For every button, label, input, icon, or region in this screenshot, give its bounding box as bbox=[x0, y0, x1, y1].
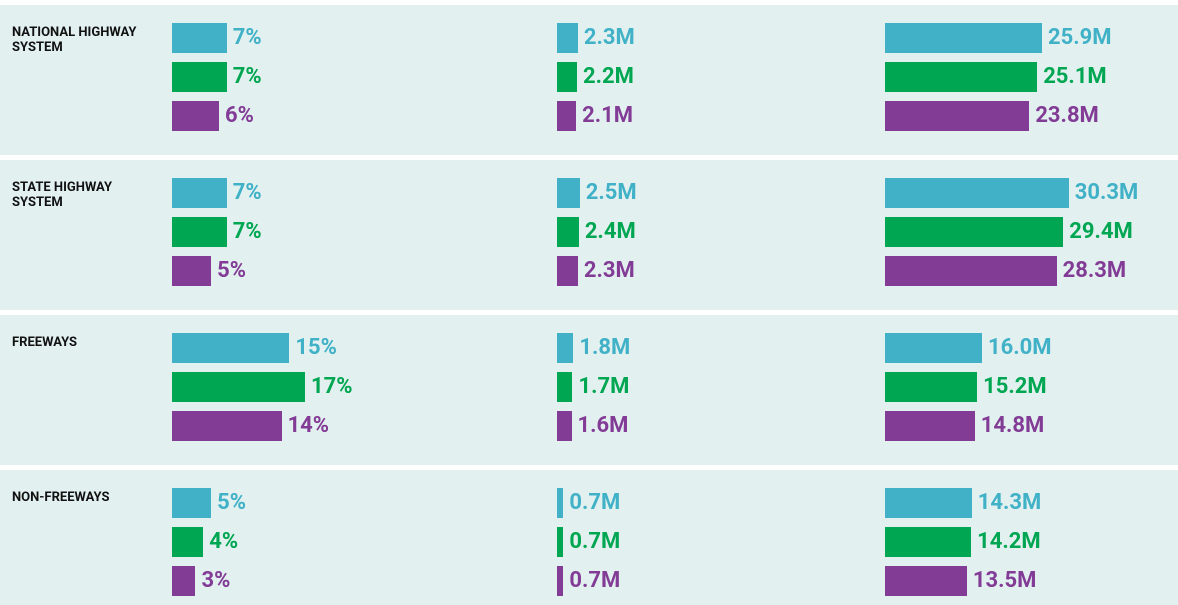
bar bbox=[885, 333, 983, 363]
bar bbox=[885, 101, 1030, 131]
bar bbox=[557, 372, 573, 402]
bar bbox=[172, 488, 212, 518]
bar bbox=[172, 62, 227, 92]
bar bbox=[172, 411, 282, 441]
data-label: 2.4M bbox=[584, 219, 636, 244]
bar bbox=[885, 566, 967, 596]
bar bbox=[885, 62, 1038, 92]
data-label: 2.5M bbox=[585, 180, 637, 205]
data-label: 2.2M bbox=[583, 64, 634, 89]
bar bbox=[172, 566, 196, 596]
bar bbox=[885, 23, 1043, 53]
data-label: 5% bbox=[217, 490, 247, 515]
data-label: 5% bbox=[217, 258, 247, 283]
bar bbox=[557, 333, 574, 363]
data-label: 0.7M bbox=[569, 529, 621, 554]
data-label: 30.3M bbox=[1074, 180, 1139, 205]
data-label: 14.2M bbox=[977, 529, 1041, 554]
bar bbox=[557, 566, 564, 596]
data-label: 7% bbox=[232, 219, 262, 244]
bar bbox=[172, 372, 306, 402]
bar bbox=[172, 178, 227, 208]
bar bbox=[885, 411, 975, 441]
data-label: 7% bbox=[232, 64, 262, 89]
bar bbox=[172, 527, 204, 557]
data-label: 1.6M bbox=[577, 413, 629, 438]
bar bbox=[885, 488, 972, 518]
bar bbox=[557, 178, 580, 208]
data-label: 1.8M bbox=[579, 335, 631, 360]
data-label: 25.1M bbox=[1043, 64, 1107, 89]
row-label: NON-FREEWAYS bbox=[12, 490, 110, 505]
data-label: 0.7M bbox=[569, 490, 621, 515]
data-label: 14% bbox=[287, 413, 330, 438]
data-label: 23.8M bbox=[1035, 103, 1099, 128]
data-label: 15.2M bbox=[983, 374, 1047, 399]
bar bbox=[557, 488, 564, 518]
data-label: 1.7M bbox=[578, 374, 630, 399]
bar bbox=[885, 527, 972, 557]
row-label: NATIONAL HIGHWAY SYSTEM bbox=[12, 25, 137, 55]
data-label: 28.3M bbox=[1062, 258, 1127, 283]
data-label: 0.7M bbox=[569, 568, 621, 593]
data-label: 29.4M bbox=[1069, 219, 1133, 244]
data-label: 16.0M bbox=[988, 335, 1052, 360]
data-label: 2.3M bbox=[583, 258, 635, 283]
bar bbox=[172, 23, 227, 53]
bar bbox=[172, 256, 212, 286]
bar bbox=[885, 372, 978, 402]
bar bbox=[557, 62, 577, 92]
data-label: 17% bbox=[311, 374, 353, 399]
bar bbox=[557, 217, 579, 247]
data-label: 15% bbox=[295, 335, 337, 360]
bar bbox=[172, 333, 290, 363]
bar bbox=[885, 178, 1069, 208]
bar bbox=[557, 23, 578, 53]
bar bbox=[557, 527, 564, 557]
bar bbox=[172, 217, 227, 247]
bar bbox=[557, 411, 572, 441]
data-label: 2.1M bbox=[582, 103, 633, 128]
row-label: STATE HIGHWAY SYSTEM bbox=[12, 180, 113, 210]
data-label: 14.8M bbox=[980, 413, 1045, 438]
data-label: 14.3M bbox=[977, 490, 1042, 515]
data-label: 3% bbox=[201, 568, 231, 593]
data-label: 25.9M bbox=[1048, 25, 1112, 50]
bar bbox=[557, 101, 577, 131]
bar bbox=[885, 256, 1057, 286]
data-label: 7% bbox=[232, 25, 262, 50]
data-label: 2.3M bbox=[583, 25, 635, 50]
bar bbox=[557, 256, 578, 286]
row-label: FREEWAYS bbox=[12, 335, 78, 350]
data-label: 7% bbox=[232, 180, 262, 205]
data-label: 4% bbox=[209, 529, 239, 554]
bar bbox=[172, 101, 219, 131]
data-label: 13.5M bbox=[972, 568, 1037, 593]
data-label: 6% bbox=[224, 103, 254, 128]
bar bbox=[885, 217, 1064, 247]
